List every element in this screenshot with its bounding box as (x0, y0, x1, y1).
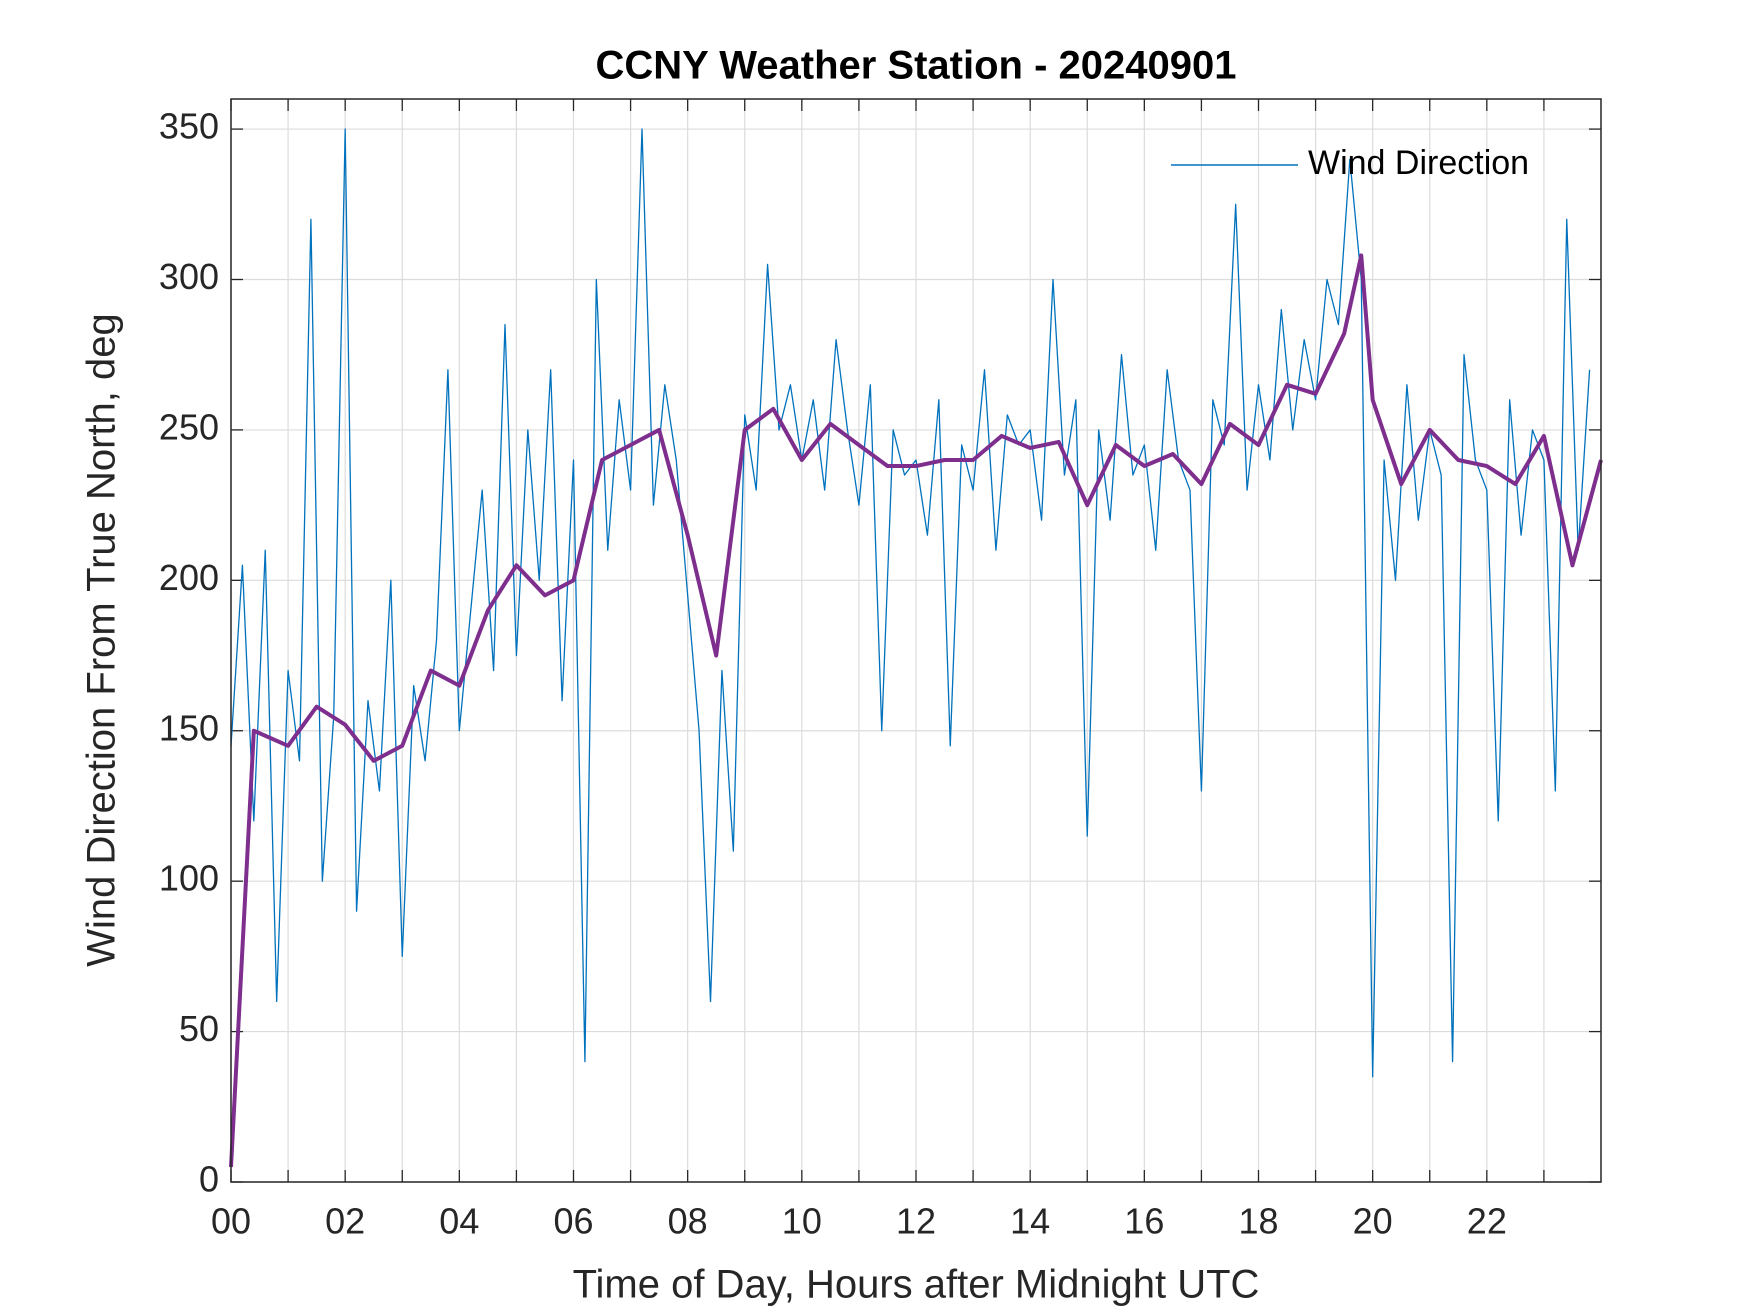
x-tick-label: 16 (1124, 1201, 1164, 1242)
y-tick-label: 150 (159, 707, 219, 748)
x-tick-label: 04 (439, 1201, 479, 1242)
y-tick-label: 100 (159, 858, 219, 899)
x-tick-label: 22 (1467, 1201, 1507, 1242)
x-tick-label: 02 (325, 1201, 365, 1242)
x-tick-label: 08 (668, 1201, 708, 1242)
y-tick-label: 200 (159, 557, 219, 598)
x-tick-label: 06 (553, 1201, 593, 1242)
legend-label: Wind Direction (1308, 144, 1529, 182)
y-tick-label: 300 (159, 256, 219, 297)
x-tick-label: 10 (782, 1201, 822, 1242)
y-tick-label: 250 (159, 406, 219, 447)
y-tick-label: 350 (159, 106, 219, 147)
data-line (229, 253, 1603, 1168)
axes-box (230, 98, 1602, 1183)
x-tick-label: 14 (1010, 1201, 1050, 1242)
y-tick-label: 50 (179, 1008, 219, 1049)
x-tick-label: 00 (211, 1201, 251, 1242)
y-axis-label: Wind Direction From True North, deg (80, 313, 124, 967)
chart-title: CCNY Weather Station - 20240901 (596, 44, 1237, 88)
x-tick-label: 20 (1353, 1201, 1393, 1242)
x-axis-label: Time of Day, Hours after Midnight UTC (573, 1263, 1260, 1307)
x-tick-label: 18 (1238, 1201, 1278, 1242)
x-tick-label: 12 (896, 1201, 936, 1242)
y-tick-label: 0 (199, 1159, 219, 1200)
